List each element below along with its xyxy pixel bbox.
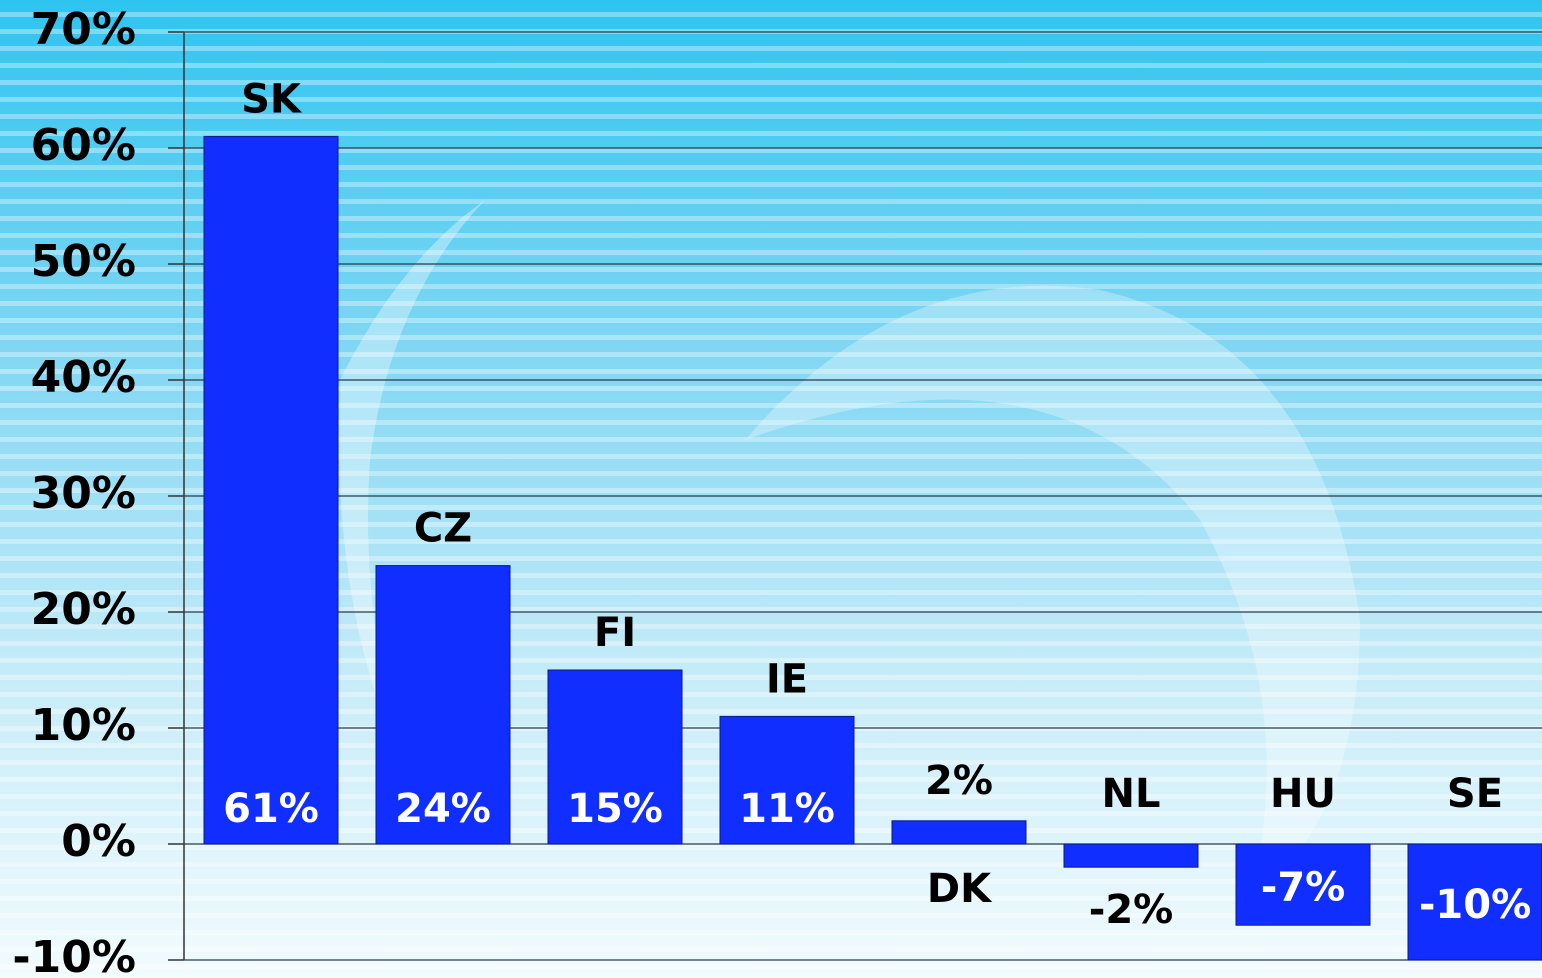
y-tick-label: -10% xyxy=(12,932,136,978)
category-label: CZ xyxy=(414,506,472,552)
category-label: FI xyxy=(594,610,636,656)
chart: -10% 0% 10% 20% 30% 40% 50% 60% 70% SK 61% CZ 24% FI… xyxy=(0,0,1542,978)
value-label: 61% xyxy=(223,786,319,832)
category-label: SE xyxy=(1447,771,1503,817)
value-label: -2% xyxy=(1089,887,1174,933)
category-label: SK xyxy=(241,76,303,122)
category-label: NL xyxy=(1102,771,1161,817)
page: -10% 0% 10% 20% 30% 40% 50% 60% 70% SK 61% CZ 24% FI… xyxy=(0,0,1542,978)
y-tick-label: 40% xyxy=(31,352,136,403)
value-label: 2% xyxy=(925,758,993,804)
y-tick-label: 0% xyxy=(61,816,136,867)
value-label: -7% xyxy=(1261,865,1346,911)
value-label: 11% xyxy=(739,786,835,832)
category-label: IE xyxy=(766,656,808,702)
value-label: 24% xyxy=(395,786,491,832)
bar xyxy=(204,136,338,844)
y-tick-label: 60% xyxy=(31,120,136,171)
y-tick-label: 70% xyxy=(31,4,136,55)
y-tick-label: 10% xyxy=(31,700,136,751)
value-label: 15% xyxy=(567,786,663,832)
y-tick-label: 20% xyxy=(31,584,136,635)
bar xyxy=(1064,844,1198,867)
category-label: HU xyxy=(1270,771,1336,817)
y-tick-label: 50% xyxy=(31,236,136,287)
bar xyxy=(892,821,1026,844)
value-label: -10% xyxy=(1419,882,1531,928)
y-tick-label: 30% xyxy=(31,468,136,519)
category-label: DK xyxy=(927,866,993,912)
